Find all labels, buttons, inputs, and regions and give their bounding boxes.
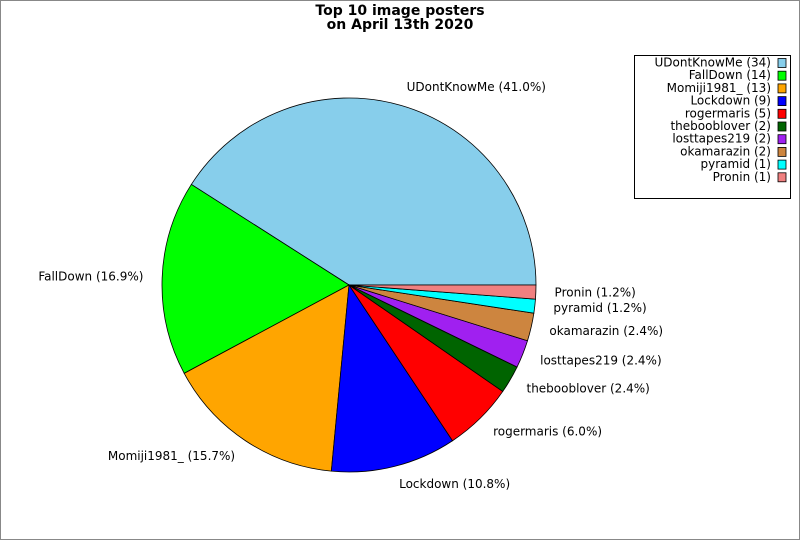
legend-label: Pronin (1): [713, 170, 771, 184]
legend-swatch: [777, 134, 787, 145]
legend-swatch: [777, 108, 787, 119]
legend-box: [634, 55, 791, 199]
legend-swatch: [777, 83, 787, 94]
legend-swatch: [777, 121, 787, 132]
chart-title: on April 13th 2020: [327, 17, 474, 33]
legend-label: losttapes219 (2): [672, 132, 771, 146]
legend-swatch: [777, 70, 787, 81]
pie-slice: [183, 284, 350, 472]
legend-swatch: [777, 146, 787, 157]
legend-label: FallDown (14): [689, 68, 771, 82]
slice-label: FallDown (16.9%): [38, 270, 143, 284]
pie-slice: [348, 284, 537, 300]
chart-title: Top 10 image posters: [315, 3, 484, 19]
legend-label: Momiji1981_ (13): [667, 81, 771, 95]
pie-slice: [330, 283, 454, 473]
legend-swatch: [777, 58, 787, 68]
slice-label: pyramid (1.2%): [553, 301, 646, 315]
legend-swatch: [777, 96, 787, 106]
legend-label: pyramid (1): [701, 157, 771, 171]
slice-label: rogermaris (6.0%): [493, 424, 602, 438]
legend-label: rogermaris (5): [685, 106, 771, 120]
legend-label: thebooblover (2): [670, 119, 771, 133]
legend-label: Lockdown (9): [690, 94, 771, 108]
legend-swatch: [777, 159, 787, 170]
slice-label: Momiji1981_ (15.7%): [108, 449, 235, 463]
pie-slice: [190, 97, 537, 286]
slice-label: Pronin (1.2%): [555, 285, 636, 299]
slice-label: UDontKnowMe (41.0%): [407, 80, 546, 94]
slice-label: thebooblover (2.4%): [526, 381, 649, 395]
slice-label: losttapes219 (2.4%): [540, 354, 662, 368]
pie-slice: [161, 183, 350, 374]
legend-swatch: [777, 172, 787, 183]
legend-label: okamarazin (2): [680, 144, 771, 158]
slice-label: Lockdown (10.8%): [399, 477, 510, 491]
slice-label: okamarazin (2.4%): [549, 324, 663, 338]
legend-label: UDontKnowMe (34): [655, 56, 772, 70]
